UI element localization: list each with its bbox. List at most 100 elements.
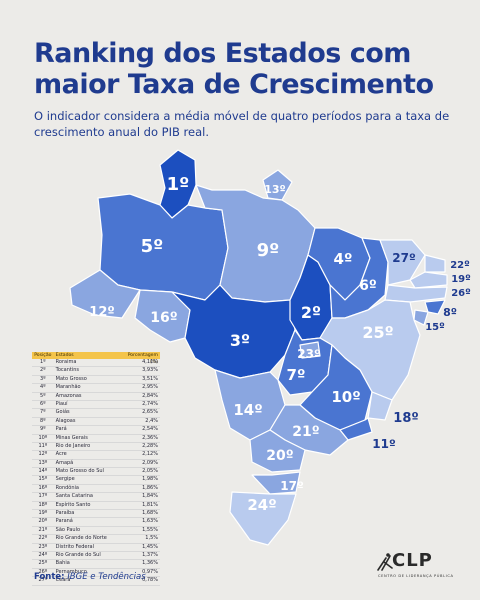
- rank-label: 8º: [443, 306, 457, 319]
- row-percent: 1,37%: [142, 551, 158, 558]
- row-state: Mato Grosso do Sul: [55, 468, 104, 475]
- row-percent: 2,54%: [142, 426, 158, 433]
- row-state: Rondônia: [55, 484, 79, 491]
- table-row: 23º Distrito Federal 1,45%: [32, 544, 160, 552]
- table-row: 13º Amapá 2,09%: [32, 459, 160, 469]
- table-row: 25º Bahia 1,36%: [32, 560, 160, 569]
- row-position: 13º: [38, 459, 48, 466]
- header-position: Posição: [34, 353, 52, 358]
- row-position: 6º: [40, 400, 46, 407]
- row-position: 3º: [40, 375, 46, 382]
- row-state: Bahia: [55, 560, 70, 567]
- state-sergipe[interactable]: [413, 309, 429, 326]
- row-position: 16º: [38, 484, 48, 491]
- row-position: 9º: [40, 426, 46, 433]
- rank-label: 23º: [297, 347, 321, 361]
- row-state: Piauí: [55, 400, 68, 407]
- row-position: 12º: [38, 451, 48, 458]
- rank-label: 24º: [247, 496, 276, 514]
- row-position: 19º: [38, 510, 48, 517]
- state-santa-catarina[interactable]: [251, 471, 301, 495]
- table-body: 1º Roraima 4,11% 2º Tocantins 3,93% 3º Mato Gro…: [32, 359, 160, 586]
- row-percent: 2,05%: [142, 468, 158, 475]
- row-percent: 2,95%: [142, 384, 158, 391]
- row-state: Amapá: [55, 459, 74, 466]
- row-percent: 3,93%: [142, 367, 158, 374]
- rank-label: 10º: [331, 388, 360, 406]
- row-position: 17º: [38, 493, 48, 500]
- rank-label: 2º: [301, 303, 321, 322]
- row-state: Minas Gerais: [55, 434, 88, 441]
- rank-label: 17º: [280, 479, 304, 493]
- rank-label: 4º: [334, 250, 353, 268]
- state-parana[interactable]: [249, 429, 306, 473]
- rank-label: 1º: [167, 174, 190, 195]
- row-state: Rio Grande do Norte: [55, 535, 107, 542]
- state-rio-grande-do-norte[interactable]: [424, 254, 446, 273]
- table-row: 1º Roraima 4,11%: [32, 359, 160, 368]
- row-percent: 1,81%: [142, 501, 158, 508]
- table-row: 9º Pará 2,54%: [32, 426, 160, 435]
- row-state: Ceará: [55, 577, 71, 584]
- rank-label: 26º: [451, 288, 471, 299]
- row-percent: 3,51%: [142, 375, 158, 382]
- rank-label: 16º: [150, 310, 177, 326]
- row-state: Acre: [55, 451, 67, 458]
- row-state: Tocantins: [55, 367, 80, 374]
- row-percent: 2,09%: [142, 459, 158, 466]
- rank-label: 19º: [451, 274, 471, 285]
- table-row: 8º Alagoas 2,4%: [32, 418, 160, 427]
- row-percent: 1,63%: [142, 518, 158, 525]
- row-state: Goiás: [55, 409, 70, 416]
- table-row: 5º Amazonas 2,84%: [32, 393, 160, 401]
- row-percent: 1,55%: [142, 526, 158, 533]
- row-position: 25º: [38, 560, 48, 567]
- row-percent: 1,68%: [142, 510, 158, 517]
- table-row: 26º Pernambuco 0,97%: [32, 568, 160, 578]
- state-paraiba[interactable]: [409, 271, 448, 289]
- row-state: Distrito Federal: [55, 543, 94, 550]
- row-position: 7º: [40, 409, 46, 416]
- state-espirito-santo[interactable]: [367, 391, 393, 421]
- table-row: 14º Mato Grosso do Sul 2,05%: [32, 468, 160, 477]
- table-row: 17º Santa Catarina 1,84%: [32, 493, 160, 502]
- row-percent: 1,45%: [142, 543, 158, 550]
- row-state: Maranhão: [55, 384, 81, 391]
- row-position: 4º: [40, 384, 46, 391]
- rank-label: 22º: [450, 260, 470, 271]
- rank-label: 15º: [425, 322, 445, 333]
- state-alagoas[interactable]: [424, 299, 446, 315]
- rank-label: 9º: [257, 240, 280, 261]
- row-percent: 2,12%: [142, 451, 158, 458]
- state-pernambuco[interactable]: [384, 284, 448, 303]
- row-position: 5º: [40, 392, 46, 399]
- row-percent: 2,84%: [142, 392, 158, 399]
- table-row: 2º Tocantins 3,93%: [32, 367, 160, 376]
- source-label: Fonte:: [34, 572, 65, 582]
- state-amapa[interactable]: [262, 169, 293, 201]
- row-state: São Paulo: [55, 526, 81, 533]
- table-row: 16º Rondônia 1,86%: [32, 484, 160, 494]
- table-row: 18º Espírito Santo 1,81%: [32, 501, 160, 511]
- table-row: 12º Acre 2,12%: [32, 451, 160, 460]
- row-state: Pernambuco: [55, 568, 87, 575]
- header-percent: Porcentagem (%): [127, 353, 158, 365]
- row-state: Amazonas: [55, 392, 82, 399]
- rank-label: 21º: [292, 424, 319, 440]
- table-row: 22º Rio Grande do Norte 1,5%: [32, 535, 160, 544]
- state-rio-grande-do-sul[interactable]: [229, 491, 297, 546]
- rank-label: 5º: [141, 236, 164, 257]
- row-position: 18º: [38, 501, 48, 508]
- ranking-table: Posição Estados Porcentagem (%) 1º Roraim…: [32, 352, 160, 586]
- row-percent: 0,78%: [142, 577, 158, 584]
- row-position: 11º: [38, 442, 48, 449]
- source-note: Fonte: IBGE e Tendências: [34, 572, 146, 582]
- row-state: Santa Catarina: [55, 493, 93, 500]
- row-state: Roraima: [55, 359, 77, 365]
- state-acre[interactable]: [69, 269, 141, 319]
- row-position: 23º: [38, 543, 48, 550]
- table-row: 19º Paraíba 1,68%: [32, 510, 160, 519]
- logo-tagline: CENTRO DE LIDERANÇA PÚBLICA: [378, 574, 454, 578]
- state-distrito-federal[interactable]: [299, 341, 321, 359]
